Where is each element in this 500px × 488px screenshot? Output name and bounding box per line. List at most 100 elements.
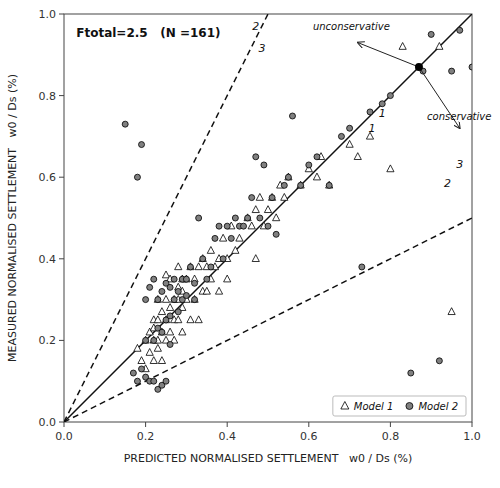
legend-label: Model 2 xyxy=(418,401,458,412)
triangle-point xyxy=(158,308,165,315)
triangle-point xyxy=(146,349,153,356)
x-tick-label: 0.8 xyxy=(382,430,400,443)
triangle-point xyxy=(191,295,198,302)
circle-point xyxy=(216,223,222,229)
x-tick xyxy=(227,422,228,427)
triangle-point xyxy=(232,247,239,254)
circle-point xyxy=(228,235,234,241)
circle-point xyxy=(200,256,206,262)
circle-point xyxy=(257,215,263,221)
triangle-point xyxy=(171,295,178,302)
triangle-point xyxy=(150,357,157,364)
circle-point xyxy=(196,215,202,221)
triangle-point xyxy=(264,206,271,213)
circle-point xyxy=(469,64,472,70)
annotation: 2 xyxy=(252,20,259,33)
x-tick-label: 1.0 xyxy=(463,430,481,443)
x-tick-label: 0.6 xyxy=(300,430,318,443)
x-tick xyxy=(308,422,309,427)
circle-point xyxy=(285,174,291,180)
y-tick xyxy=(59,422,64,423)
circle-point xyxy=(183,276,189,282)
circle-point xyxy=(143,297,149,303)
triangle-point xyxy=(134,344,141,351)
annotations: 232311unconservativeconservative xyxy=(252,20,491,190)
triangle-point xyxy=(195,263,202,270)
triangle-point xyxy=(252,255,259,262)
triangle-point xyxy=(326,181,333,188)
triangle-point xyxy=(207,247,214,254)
triangle-point xyxy=(399,43,406,50)
circle-point xyxy=(245,215,251,221)
circle-point xyxy=(183,293,189,299)
annotation: 1 xyxy=(379,107,386,120)
triangle-point xyxy=(236,234,243,241)
x-tick-label: 0.2 xyxy=(137,430,155,443)
triangle-point xyxy=(195,316,202,323)
circle-point xyxy=(171,297,177,303)
circle-point xyxy=(139,366,145,372)
triangle-point xyxy=(252,206,259,213)
triangle-point xyxy=(436,43,443,50)
reference-line xyxy=(64,14,472,422)
circle-point xyxy=(139,142,145,148)
triangle-point xyxy=(220,234,227,241)
y-tick xyxy=(59,340,64,341)
y-tick-label: 0.8 xyxy=(39,90,57,103)
triangle-point xyxy=(248,222,255,229)
circle-point xyxy=(253,154,259,160)
circle-point xyxy=(212,235,218,241)
circle-point xyxy=(155,297,161,303)
triangle-point xyxy=(154,316,161,323)
circle-point xyxy=(159,288,165,294)
circle-point xyxy=(408,370,414,376)
y-tick xyxy=(59,177,64,178)
triangle-point xyxy=(154,344,161,351)
triangle-point xyxy=(142,336,149,343)
triangle-point xyxy=(268,193,275,200)
y-axis-label: MEASURED NORMALISED SETTLEMENT w0 / Ds (… xyxy=(6,74,19,362)
x-tick xyxy=(390,422,391,427)
circle-point xyxy=(273,231,279,237)
triangle-point xyxy=(273,214,280,221)
circle-point xyxy=(175,309,181,315)
circle-point xyxy=(167,313,173,319)
circle-point xyxy=(314,154,320,160)
triangle-point xyxy=(179,328,186,335)
circle-point xyxy=(457,27,463,33)
circle-point xyxy=(241,223,247,229)
reference-line xyxy=(64,218,472,422)
circle-point xyxy=(326,182,332,188)
triangle-point xyxy=(138,357,145,364)
annotation: 3 xyxy=(456,158,463,171)
circle-point xyxy=(192,297,198,303)
circle-point xyxy=(147,284,153,290)
triangle-point xyxy=(285,173,292,180)
x-tick-label: 0.4 xyxy=(218,430,236,443)
circle-point xyxy=(171,276,177,282)
triangle-point xyxy=(199,255,206,262)
plot-frame xyxy=(64,14,472,422)
triangle-point xyxy=(187,263,194,270)
y-tick xyxy=(59,95,64,96)
circle-point xyxy=(130,370,136,376)
circle-point xyxy=(367,109,373,115)
triangle-point xyxy=(354,153,361,160)
circle-point xyxy=(232,215,238,221)
circle-point xyxy=(167,284,173,290)
legend-marker xyxy=(406,403,413,410)
triangle-point xyxy=(175,263,182,270)
legend: Model 1Model 2 xyxy=(333,396,466,416)
y-tick-label: 0.2 xyxy=(39,334,57,347)
plot-area xyxy=(64,14,472,422)
triangle-point xyxy=(158,357,165,364)
circle-point xyxy=(151,337,157,343)
triangle-point xyxy=(166,328,173,335)
y-tick-label: 0.4 xyxy=(39,253,57,266)
y-tick-label: 0.6 xyxy=(39,171,57,184)
triangle-point xyxy=(175,316,182,323)
circle-point xyxy=(298,182,304,188)
x-tick xyxy=(145,422,146,427)
triangle-point xyxy=(162,295,169,302)
circle-point xyxy=(204,276,210,282)
